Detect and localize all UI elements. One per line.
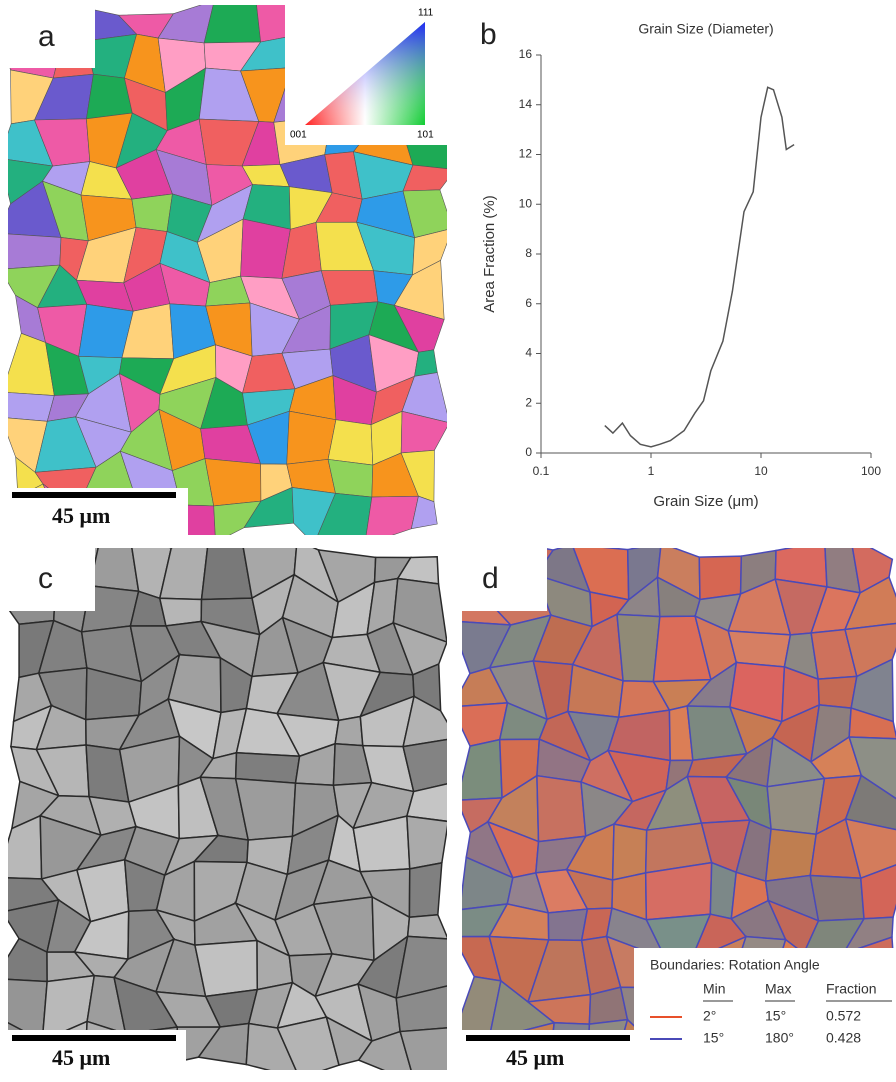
label-box [462,548,547,611]
grain [0,816,42,879]
legend-cell: 180° [765,1030,794,1046]
legend-header: Fraction [826,981,877,997]
scale-bar-label: 45 μm [506,1045,564,1070]
grain [766,829,817,881]
grain [195,941,257,997]
scale-bar [12,492,176,498]
x-tick-label: 1 [648,464,655,478]
legend-cell: 15° [765,1008,786,1024]
x-tick-label: 0.1 [533,464,550,478]
grain [403,738,459,792]
grain [699,556,741,599]
panel-label: c [38,562,53,595]
grain [818,676,857,708]
ipf-label: 101 [417,130,434,141]
grain [241,219,291,278]
grain [810,875,864,920]
grain [335,717,363,746]
y-tick-label: 12 [519,147,533,161]
legend-cell: 15° [703,1030,724,1046]
y-axis-label: Area Fraction (%) [481,195,498,313]
grain [767,778,824,834]
grain [613,824,647,880]
x-tick-label: 10 [754,464,768,478]
grain [0,233,61,269]
y-tick-label: 8 [525,246,532,260]
legend-cell: 0.572 [826,1008,861,1024]
legend-cell: 2° [703,1008,716,1024]
y-tick-label: 6 [525,296,532,310]
y-tick-label: 4 [525,346,532,360]
panel-label: d [482,562,499,595]
x-axis-label: Grain Size (μm) [653,493,758,510]
grain [202,535,253,600]
legend-title: Boundaries: Rotation Angle [650,957,820,973]
grain [617,614,660,681]
grain [548,909,587,940]
grain [90,539,139,591]
y-tick-label: 14 [519,97,533,111]
scale-bar-label: 45 μm [52,1045,110,1070]
grain [236,753,300,783]
scale-bar-label: 45 μm [52,503,110,528]
legend-header: Min [703,981,726,997]
grain [408,915,448,939]
figure: a 111 001 101 45 μm b Grain Size (Diamet… [0,0,896,1077]
chart-title: Grain Size (Diameter) [638,21,773,37]
y-tick-label: 10 [519,196,533,210]
grain [160,535,209,600]
grain [457,740,502,801]
ipf-label: 111 [418,8,434,19]
grain [409,863,441,917]
panel-label: b [480,18,497,51]
x-tick-label: 100 [861,464,881,478]
scale-bar [466,1035,630,1041]
grain [646,863,712,920]
panel-label: a [38,20,55,53]
grayscale-map [0,535,460,1077]
ipf-label: 001 [290,130,307,141]
scale-bar [12,1035,176,1041]
grain [407,816,448,869]
grain [396,936,458,998]
data-line [605,87,794,447]
grain [328,459,373,497]
y-tick-label: 16 [519,47,533,61]
grain [1,392,54,421]
legend-cell: 0.428 [826,1030,861,1046]
grain [537,776,586,842]
grain [205,459,261,506]
legend: Boundaries: Rotation Angle Min Max Fractio… [634,948,896,1077]
grain [365,496,419,544]
grain [728,631,790,667]
grain [328,420,373,465]
legend-header: Max [765,981,791,997]
y-tick-label: 0 [525,445,532,459]
y-tick-label: 2 [525,395,532,409]
grain [321,271,378,306]
grain [204,0,261,43]
grain [132,194,173,232]
